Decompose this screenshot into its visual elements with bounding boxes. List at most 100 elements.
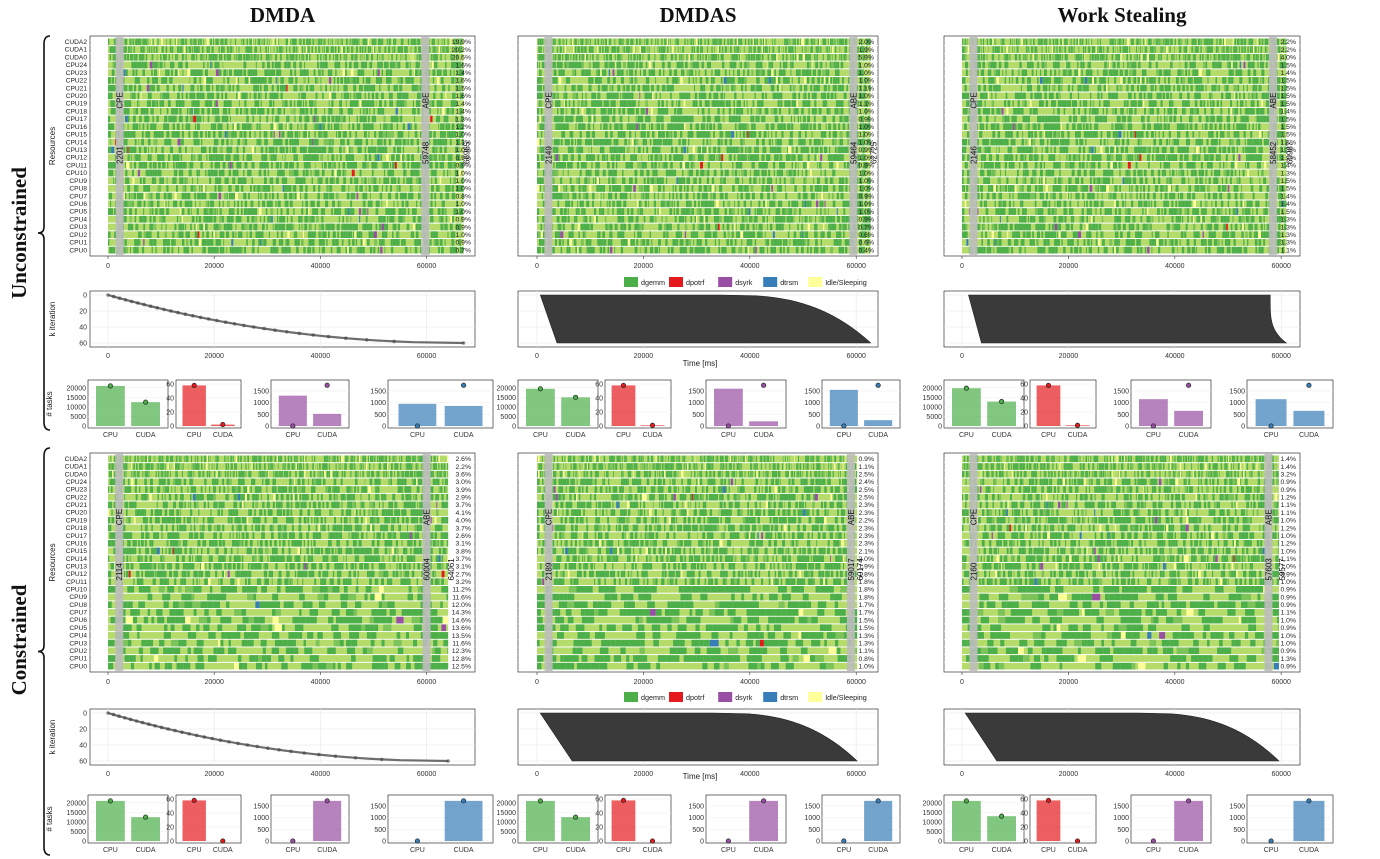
task-segment (572, 69, 575, 77)
task-segment (606, 138, 610, 146)
task-segment (270, 208, 274, 215)
task-segment (316, 115, 319, 123)
task-segment (412, 138, 414, 146)
task-segment (251, 223, 253, 231)
task-segment (638, 123, 641, 131)
task-segment (355, 77, 357, 84)
task-segment (438, 123, 440, 131)
task-segment (434, 192, 437, 200)
task-segment (684, 61, 688, 69)
task-segment (353, 161, 357, 169)
task-segment (810, 46, 812, 53)
task-segment (317, 192, 319, 200)
task-segment (539, 100, 541, 107)
task-segment (450, 231, 454, 239)
kiter-point (232, 322, 237, 326)
task-segment (453, 100, 456, 107)
task-segment (677, 115, 681, 123)
task-segment (455, 208, 457, 215)
task-segment (155, 146, 157, 154)
task-segment (862, 131, 865, 138)
task-segment (301, 107, 303, 115)
task-segment (138, 146, 142, 154)
task-segment (556, 123, 559, 131)
task-segment (458, 46, 461, 53)
task-segment (811, 92, 814, 100)
task-segment (260, 231, 264, 239)
task-segment (717, 69, 721, 77)
task-segment (286, 185, 289, 192)
task-segment (216, 61, 218, 69)
task-segment (143, 185, 146, 192)
task-segment (341, 239, 344, 246)
task-segment (648, 115, 651, 123)
task-segment (338, 46, 340, 53)
task-segment (767, 131, 769, 138)
task-segment (662, 46, 663, 53)
task-segment (627, 61, 631, 69)
task-segment (186, 38, 187, 46)
task-segment (397, 223, 400, 231)
task-segment (331, 169, 334, 177)
task-segment (290, 223, 293, 231)
task-segment (132, 200, 134, 208)
task-segment (564, 92, 568, 100)
task-segment (794, 46, 796, 53)
task-segment (683, 92, 685, 100)
task-segment (655, 38, 657, 46)
task-segment (433, 239, 436, 246)
task-segment (336, 53, 337, 61)
task-segment (326, 138, 330, 146)
task-segment (331, 107, 333, 115)
task-segment (276, 77, 279, 84)
task-segment (195, 38, 197, 46)
task-segment (329, 138, 331, 146)
bar-point (220, 422, 226, 428)
task-segment (445, 53, 446, 61)
task-segment (308, 223, 310, 231)
task-segment (399, 100, 403, 107)
task-segment (224, 192, 227, 200)
task-segment (431, 169, 434, 177)
task-segment (381, 146, 385, 154)
task-segment (228, 208, 232, 215)
task-segment (630, 123, 634, 131)
task-segment (740, 38, 743, 46)
task-segment (211, 107, 214, 115)
task-segment (707, 131, 710, 138)
task-segment (670, 161, 673, 169)
resource-label: CPU12 (66, 155, 88, 162)
task-segment (387, 161, 389, 169)
task-segment (709, 131, 711, 138)
task-segment (362, 69, 365, 77)
task-segment (461, 84, 463, 92)
task-segment (339, 53, 342, 61)
task-segment (393, 146, 396, 154)
task-segment (727, 84, 729, 92)
task-segment (578, 115, 581, 123)
task-segment (194, 107, 196, 115)
task-segment (303, 246, 306, 254)
task-segment (338, 131, 342, 138)
idle-percentage: 20.2% (452, 47, 471, 54)
task-segment (265, 185, 268, 192)
task-segment (239, 131, 241, 138)
task-segment (792, 146, 794, 154)
task-segment (730, 38, 732, 46)
task-segment (402, 138, 406, 146)
task-segment (589, 131, 591, 138)
task-segment (839, 115, 843, 123)
task-segment (597, 38, 600, 46)
task-segment (178, 246, 180, 254)
task-segment (682, 46, 684, 53)
task-segment (839, 38, 841, 46)
task-segment (383, 115, 386, 123)
task-segment (613, 138, 616, 146)
task-segment (212, 146, 216, 154)
task-segment (710, 53, 712, 61)
task-segment (406, 177, 408, 185)
task-segment (160, 131, 164, 138)
task-segment (384, 61, 388, 69)
task-segment (693, 53, 694, 61)
task-segment (834, 38, 837, 46)
